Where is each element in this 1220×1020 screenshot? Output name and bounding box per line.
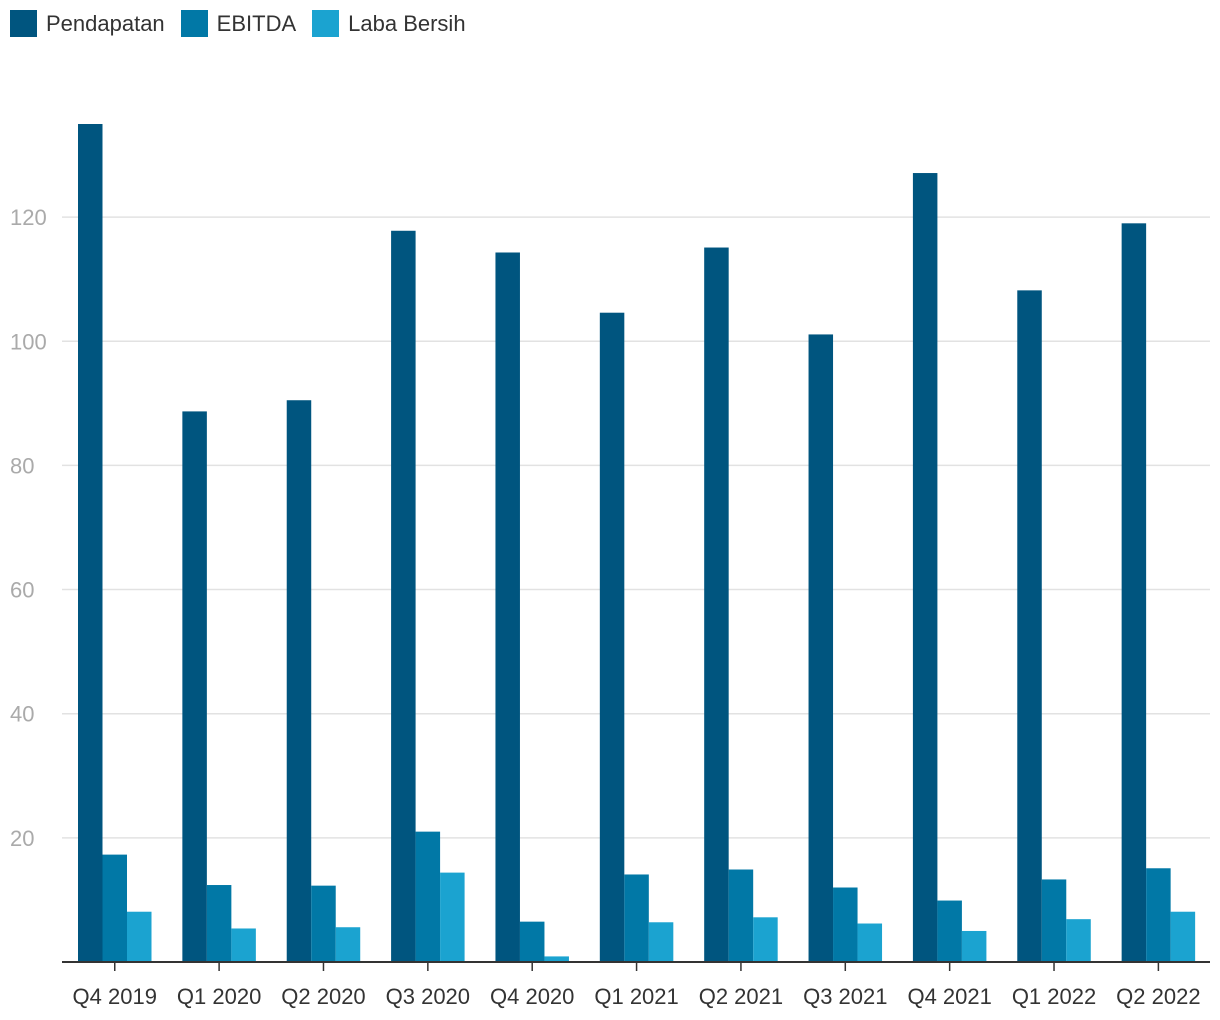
bar-laba-bersih-q4-2020[interactable] — [544, 956, 569, 962]
bar-ebitda-q2-2021[interactable] — [728, 869, 754, 962]
bar-ebitda-q1-2020[interactable] — [206, 885, 232, 962]
bar-pendapatan-q2-2021[interactable] — [704, 247, 729, 962]
legend-label-pendapatan: Pendapatan — [46, 10, 165, 36]
y-tick-label-40: 40 — [10, 702, 34, 727]
x-tick-label-1: Q1 2020 — [177, 984, 261, 1009]
bar-laba-bersih-q3-2020[interactable] — [440, 872, 465, 962]
legend-item-laba-bersih[interactable]: Laba Bersih — [312, 10, 466, 37]
bar-ebitda-q1-2021[interactable] — [624, 874, 649, 962]
y-tick-label-60: 60 — [10, 578, 34, 603]
bar-pendapatan-q1-2020[interactable] — [182, 411, 207, 962]
bar-pendapatan-q3-2021[interactable] — [808, 334, 834, 962]
bar-pendapatan-q4-2020[interactable] — [495, 252, 520, 962]
bar-pendapatan-q1-2021[interactable] — [599, 312, 625, 962]
bar-pendapatan-q2-2020[interactable] — [286, 400, 312, 963]
x-tick-label-2: Q2 2020 — [281, 984, 365, 1009]
x-tick-label-9: Q1 2022 — [1012, 984, 1096, 1009]
x-tick-label-7: Q3 2021 — [803, 984, 887, 1009]
legend-label-laba-bersih: Laba Bersih — [348, 10, 466, 36]
bar-laba-bersih-q1-2022[interactable] — [1066, 919, 1091, 962]
legend-swatch-laba-bersih — [312, 10, 340, 37]
bar-ebitda-q1-2022[interactable] — [1041, 879, 1067, 962]
bar-laba-bersih-q3-2021[interactable] — [857, 923, 883, 962]
bar-ebitda-q4-2021[interactable] — [937, 900, 962, 962]
bar-ebitda-q2-2022[interactable] — [1146, 868, 1171, 962]
legend-item-pendapatan[interactable]: Pendapatan — [10, 10, 165, 37]
x-tick-label-0: Q4 2019 — [73, 984, 157, 1009]
bar-laba-bersih-q2-2021[interactable] — [753, 917, 778, 962]
legend-item-ebitda[interactable]: EBITDA — [180, 10, 297, 37]
bar-laba-bersih-q4-2021[interactable] — [961, 930, 987, 962]
legend-label-ebitda: EBITDA — [216, 10, 297, 36]
chart-legend: Pendapatan EBITDA Laba Bersih — [10, 10, 466, 37]
legend-swatch-pendapatan — [10, 10, 37, 37]
y-tick-label-80: 80 — [10, 453, 34, 478]
x-tick-label-5: Q1 2021 — [594, 984, 678, 1009]
bar-ebitda-q2-2020[interactable] — [311, 885, 336, 962]
bar-laba-bersih-q1-2021[interactable] — [648, 922, 674, 962]
x-tick-label-6: Q2 2021 — [699, 984, 783, 1009]
legend-swatch-ebitda — [180, 10, 208, 37]
y-tick-label-20: 20 — [10, 826, 34, 851]
x-tick-label-3: Q3 2020 — [386, 984, 470, 1009]
y-tick-label-100: 100 — [10, 329, 47, 354]
bar-laba-bersih-q1-2020[interactable] — [231, 928, 256, 962]
x-tick-label-4: Q4 2020 — [490, 984, 574, 1009]
bar-ebitda-q4-2020[interactable] — [519, 921, 545, 962]
bar-ebitda-q3-2021[interactable] — [833, 887, 858, 962]
bar-pendapatan-q1-2022[interactable] — [1017, 290, 1042, 962]
bar-laba-bersih-q4-2019[interactable] — [127, 911, 152, 962]
bar-pendapatan-q2-2022[interactable] — [1121, 223, 1147, 963]
y-tick-label-120: 120 — [10, 205, 47, 230]
bar-ebitda-q4-2019[interactable] — [102, 854, 128, 962]
bar-laba-bersih-q2-2020[interactable] — [335, 927, 361, 962]
bar-ebitda-q3-2020[interactable] — [415, 831, 441, 962]
bar-pendapatan-q4-2021[interactable] — [912, 173, 938, 962]
x-tick-label-8: Q4 2021 — [907, 984, 991, 1009]
bar-pendapatan-q3-2020[interactable] — [391, 230, 416, 963]
bar-laba-bersih-q2-2022[interactable] — [1170, 911, 1196, 962]
bar-pendapatan-q4-2019[interactable] — [78, 124, 103, 962]
x-tick-label-10: Q2 2022 — [1116, 984, 1200, 1009]
